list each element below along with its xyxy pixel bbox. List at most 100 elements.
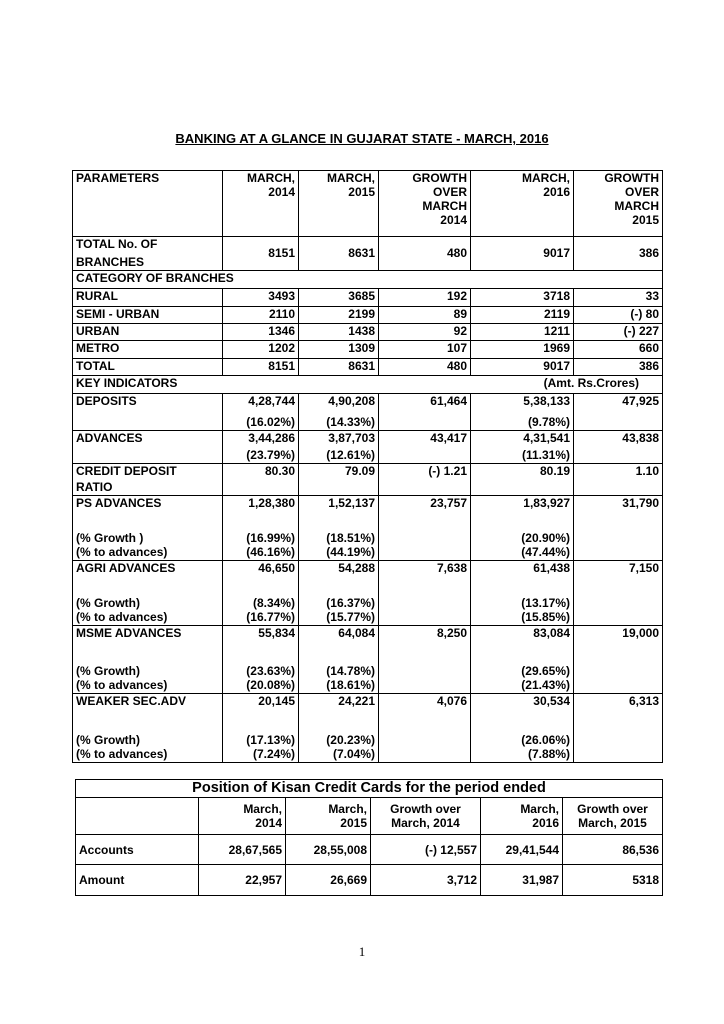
table-cell: 1202 [222,340,299,359]
section-title: KEY INDICATORS [76,376,178,391]
cell-box: 8631 [302,360,375,375]
table-cell: 30,534 (26.06%) (7.88%) [470,693,574,763]
cell-text: 6,313 [628,694,659,709]
table-cell: 480 [378,358,471,376]
section-box: CATEGORY OF BRANCHES [76,272,659,286]
cell-text: 61,438 [533,561,570,576]
table-cell: 8151 [222,236,299,271]
cell-group: (23.63%) (20.08%) [226,664,295,692]
cell-box: 9017 [474,360,570,375]
cell-group: (% Growth) (% to advances) [76,596,219,624]
cell-text: DEPOSITS [76,394,137,409]
cell-text: (14.33%) [326,415,375,429]
cell-text: 79.09 [344,464,375,479]
table-cell: DEPOSITS [72,393,223,431]
cell-box: 83,084 (29.65%) (21.43%) [474,627,570,693]
cell-box: METRO [76,342,219,358]
cell-text: RURAL [76,289,118,304]
cell-text: 4,28,744 [248,394,295,409]
kcc-header-text: Growth over [390,802,461,816]
kcc-cell: Amount [75,864,199,896]
table-row: CREDIT DEPOSIT RATIO 80.30 79.09 (-) 1.21 80.… [72,463,663,496]
cell-box: (-) 1.21 [382,465,467,495]
table-cell: CREDIT DEPOSIT RATIO [72,463,223,496]
cell-text: 43,838 [622,431,659,446]
cell-text: 19,000 [622,626,659,641]
kcc-cell: (-) 12,557 [370,834,481,865]
cell-text: 5,38,133 [523,394,570,409]
cell-text: (14.78%) [326,664,375,678]
cell-text: 8,250 [436,626,467,641]
cell-box: 8631 [302,238,375,270]
table-row: SEMI - URBAN 2110 2199 89 2119 (-) 80 [72,306,663,324]
table-cell: 80.19 [470,463,574,496]
cell-text: 61,464 [430,394,467,409]
table-cell: 8151 [222,358,299,376]
cell-text: 8151 [268,359,295,374]
table-cell: 1,83,927 (20.90%) (47.44%) [470,495,574,561]
table-cell: 1211 [470,323,574,341]
table-cell: 1346 [222,323,299,341]
table-cell: MSME ADVANCES (% Growth) (% to advances) [72,625,223,694]
table-cell: 4,90,208 (14.33%) [298,393,379,431]
table-cell: 55,834 (23.63%) (20.08%) [222,625,299,694]
cell-group: (% Growth) (% to advances) [76,664,219,692]
kcc-cell: 3,712 [370,864,481,896]
cell-box: 20,145 (17.13%) (7.24%) [226,695,295,762]
cell-box: 64,084 (14.78%) (18.61%) [302,627,375,693]
header-text: 2014 [440,213,467,227]
cell-text: 1211 [543,324,570,339]
cell-text: 89 [453,307,467,322]
table-cell: 33 [573,288,663,307]
table-cell: 8631 [298,358,379,376]
section-note: (Amt. Rs.Crores) [543,376,639,391]
cell-text: 24,221 [338,694,375,709]
table-row: CATEGORY OF BRANCHES [72,270,663,289]
table-cell: 3,87,703 (12.61%) [298,430,379,464]
table-cell: 64,084 (14.78%) (18.61%) [298,625,379,694]
cell-box: 61,438 (13.17%) (15.85%) [474,561,570,625]
cell-text: 3493 [268,289,295,304]
table-row: ADVANCES 3,44,286 (23.79%) 3,87,703 (12.61%)… [72,430,663,464]
cell-text: 386 [638,246,659,260]
table-cell: TOTAL [72,358,223,376]
kcc-table: Position of Kisan Credit Cards for the p… [74,779,664,896]
table-cell: METRO [72,340,223,359]
kcc-cell: 86,536 [561,834,664,865]
cell-box: 3685 [302,290,375,306]
cell-text: 55,834 [258,626,295,641]
table-cell: 2199 [298,306,379,324]
kcc-header-text: 2016 [532,816,559,830]
table-row: METRO 1202 1309 107 1969 660 [72,340,663,359]
cell-box: DEPOSITS [76,394,219,430]
cell-box: 192 [382,290,467,306]
table-cell: 83,084 (29.65%) (21.43%) [470,625,574,694]
cell-text: (7.88%) [527,747,570,761]
cell-box: 30,534 (26.06%) (7.88%) [474,695,570,762]
table-cell: 9017 [470,358,574,376]
cell-box: 1,52,137 (18.51%) (44.19%) [302,497,375,560]
cell-text: (23.79%) [246,448,295,462]
cell-text: SEMI - URBAN [76,307,160,322]
cell-text: 1,83,927 [523,496,570,511]
header-text: OVER [432,185,467,199]
header-cell: MARCH, 2014 [222,170,299,237]
section-cell: KEY INDICATORS (Amt. Rs.Crores) [72,375,663,394]
cell-text: (12.61%) [326,448,375,462]
kcc-header-text: 2015 [340,816,367,830]
kcc-cell: 5318 [561,864,664,896]
table-cell: 47,925 [573,393,663,431]
cell-box: 386 [577,360,659,375]
table-cell: 23,757 [378,495,471,561]
cell-text: 23,757 [430,496,467,511]
header-cell: MARCH, 2016 [470,170,574,237]
banking-table: PARAMETERS MARCH, 2014 MARCH, 2015 GROWTH OVER… [72,170,663,763]
cell-box: 89 [382,307,467,323]
kcc-header-row: March, 2014 March, 2015 Growth over March, 20… [75,797,664,835]
cell-text: (16.02%) [246,415,295,429]
cell-box: 1969 [474,342,570,358]
cell-text: 54,288 [338,561,375,576]
kcc-header-text: March, [328,802,367,816]
table-cell: 107 [378,340,471,359]
cell-text: (% Growth) [76,596,140,610]
